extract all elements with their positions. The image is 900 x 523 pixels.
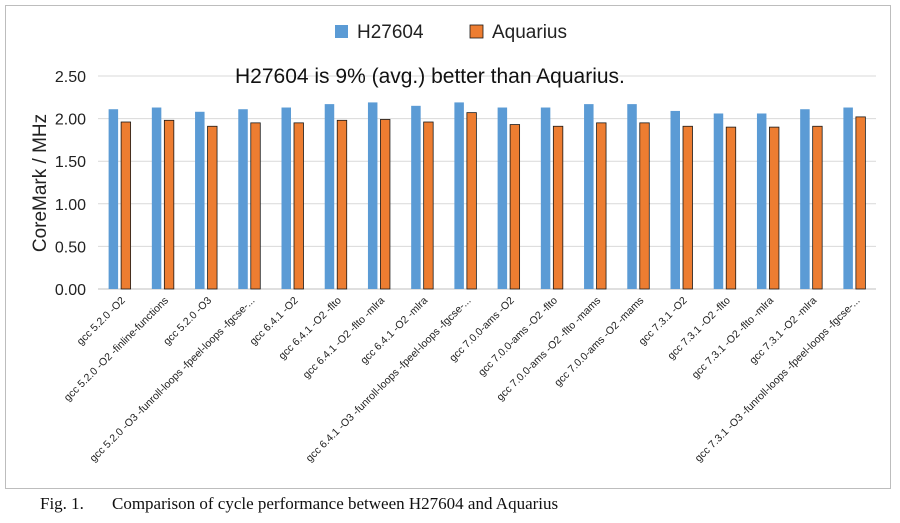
x-tick-label: gcc 6.4.1 -O3 -funroll-loops -fpeel-loop…	[304, 295, 474, 465]
bar-h27604	[713, 113, 724, 289]
bar-aquarius	[336, 119, 348, 290]
y-tick-label: 1.50	[55, 154, 86, 171]
bar-h27604	[756, 113, 767, 289]
bar-h27604	[281, 107, 291, 289]
bar-h27604	[497, 107, 508, 289]
x-tick-label: gcc 7.3.1 -O2 -flto -mlra	[690, 295, 777, 382]
bar-aquarius	[682, 125, 693, 290]
x-tick-label: gcc 7.0.0-ams -O2 -flto	[476, 295, 560, 379]
bar-aquarius	[596, 122, 607, 290]
bar-h27604	[627, 104, 637, 289]
x-tick-label: gcc 5.2.0 -O3 -funroll-loops -fpeel-loop…	[88, 295, 258, 465]
bar-aquarius	[509, 124, 521, 290]
y-axis-label: CoreMark / MHz	[30, 114, 51, 252]
bar-h27604	[843, 107, 853, 289]
x-tick-label: gcc 7.3.1 -O3 -funroll-loops -fpeel-loop…	[693, 295, 863, 465]
bar-h27604	[540, 107, 551, 289]
bar-h27604	[108, 109, 119, 289]
bar-aquarius	[163, 119, 175, 290]
bar-aquarius	[380, 119, 391, 290]
bar-h27604	[238, 109, 248, 289]
caption-number: Fig. 1.	[40, 494, 84, 513]
legend-h27604-label: H27604	[357, 22, 424, 43]
bar-h27604	[195, 111, 205, 289]
bar-aquarius	[812, 125, 823, 290]
bar-aquarius	[293, 122, 304, 290]
figure-caption: Fig. 1. Comparison of cycle performance b…	[40, 494, 558, 514]
x-tick-label: gcc 6.4.1 -O2 -flto -mlra	[301, 295, 388, 382]
bar-aquarius	[725, 126, 737, 290]
x-tick-label: gcc 7.0.0-ams -O2 -mams	[552, 295, 646, 389]
bar-aquarius	[250, 122, 261, 290]
bar-h27604	[367, 102, 378, 289]
bar-aquarius	[207, 125, 218, 290]
legend-h27604-swatch	[335, 25, 348, 38]
bar-aquarius	[855, 116, 866, 290]
legend-aquarius-label: Aquarius	[492, 22, 567, 43]
y-tick-label: 1.00	[55, 197, 86, 214]
y-tick-label: 2.50	[55, 69, 86, 86]
bar-aquarius	[769, 126, 780, 290]
chart-annotation: H27604 is 9% (avg.) better than Aquarius…	[235, 65, 625, 88]
bar-h27604	[324, 104, 335, 289]
y-tick-label: 2.00	[55, 112, 86, 129]
legend-aquarius-swatch	[469, 24, 484, 39]
bar-h27604	[151, 107, 162, 289]
y-tick-label: 0.00	[55, 282, 86, 299]
bar-h27604	[454, 102, 464, 289]
bar-h27604	[584, 104, 594, 289]
y-tick-label: 0.50	[55, 239, 86, 256]
bar-aquarius	[120, 121, 132, 290]
bar-h27604	[800, 109, 810, 289]
bar-h27604	[411, 105, 421, 289]
bar-aquarius	[639, 122, 650, 290]
caption-text: Comparison of cycle performance between …	[112, 494, 559, 513]
bar-aquarius	[466, 112, 477, 290]
bar-aquarius	[552, 125, 564, 290]
bar-aquarius	[423, 121, 434, 290]
bar-h27604	[670, 110, 680, 289]
